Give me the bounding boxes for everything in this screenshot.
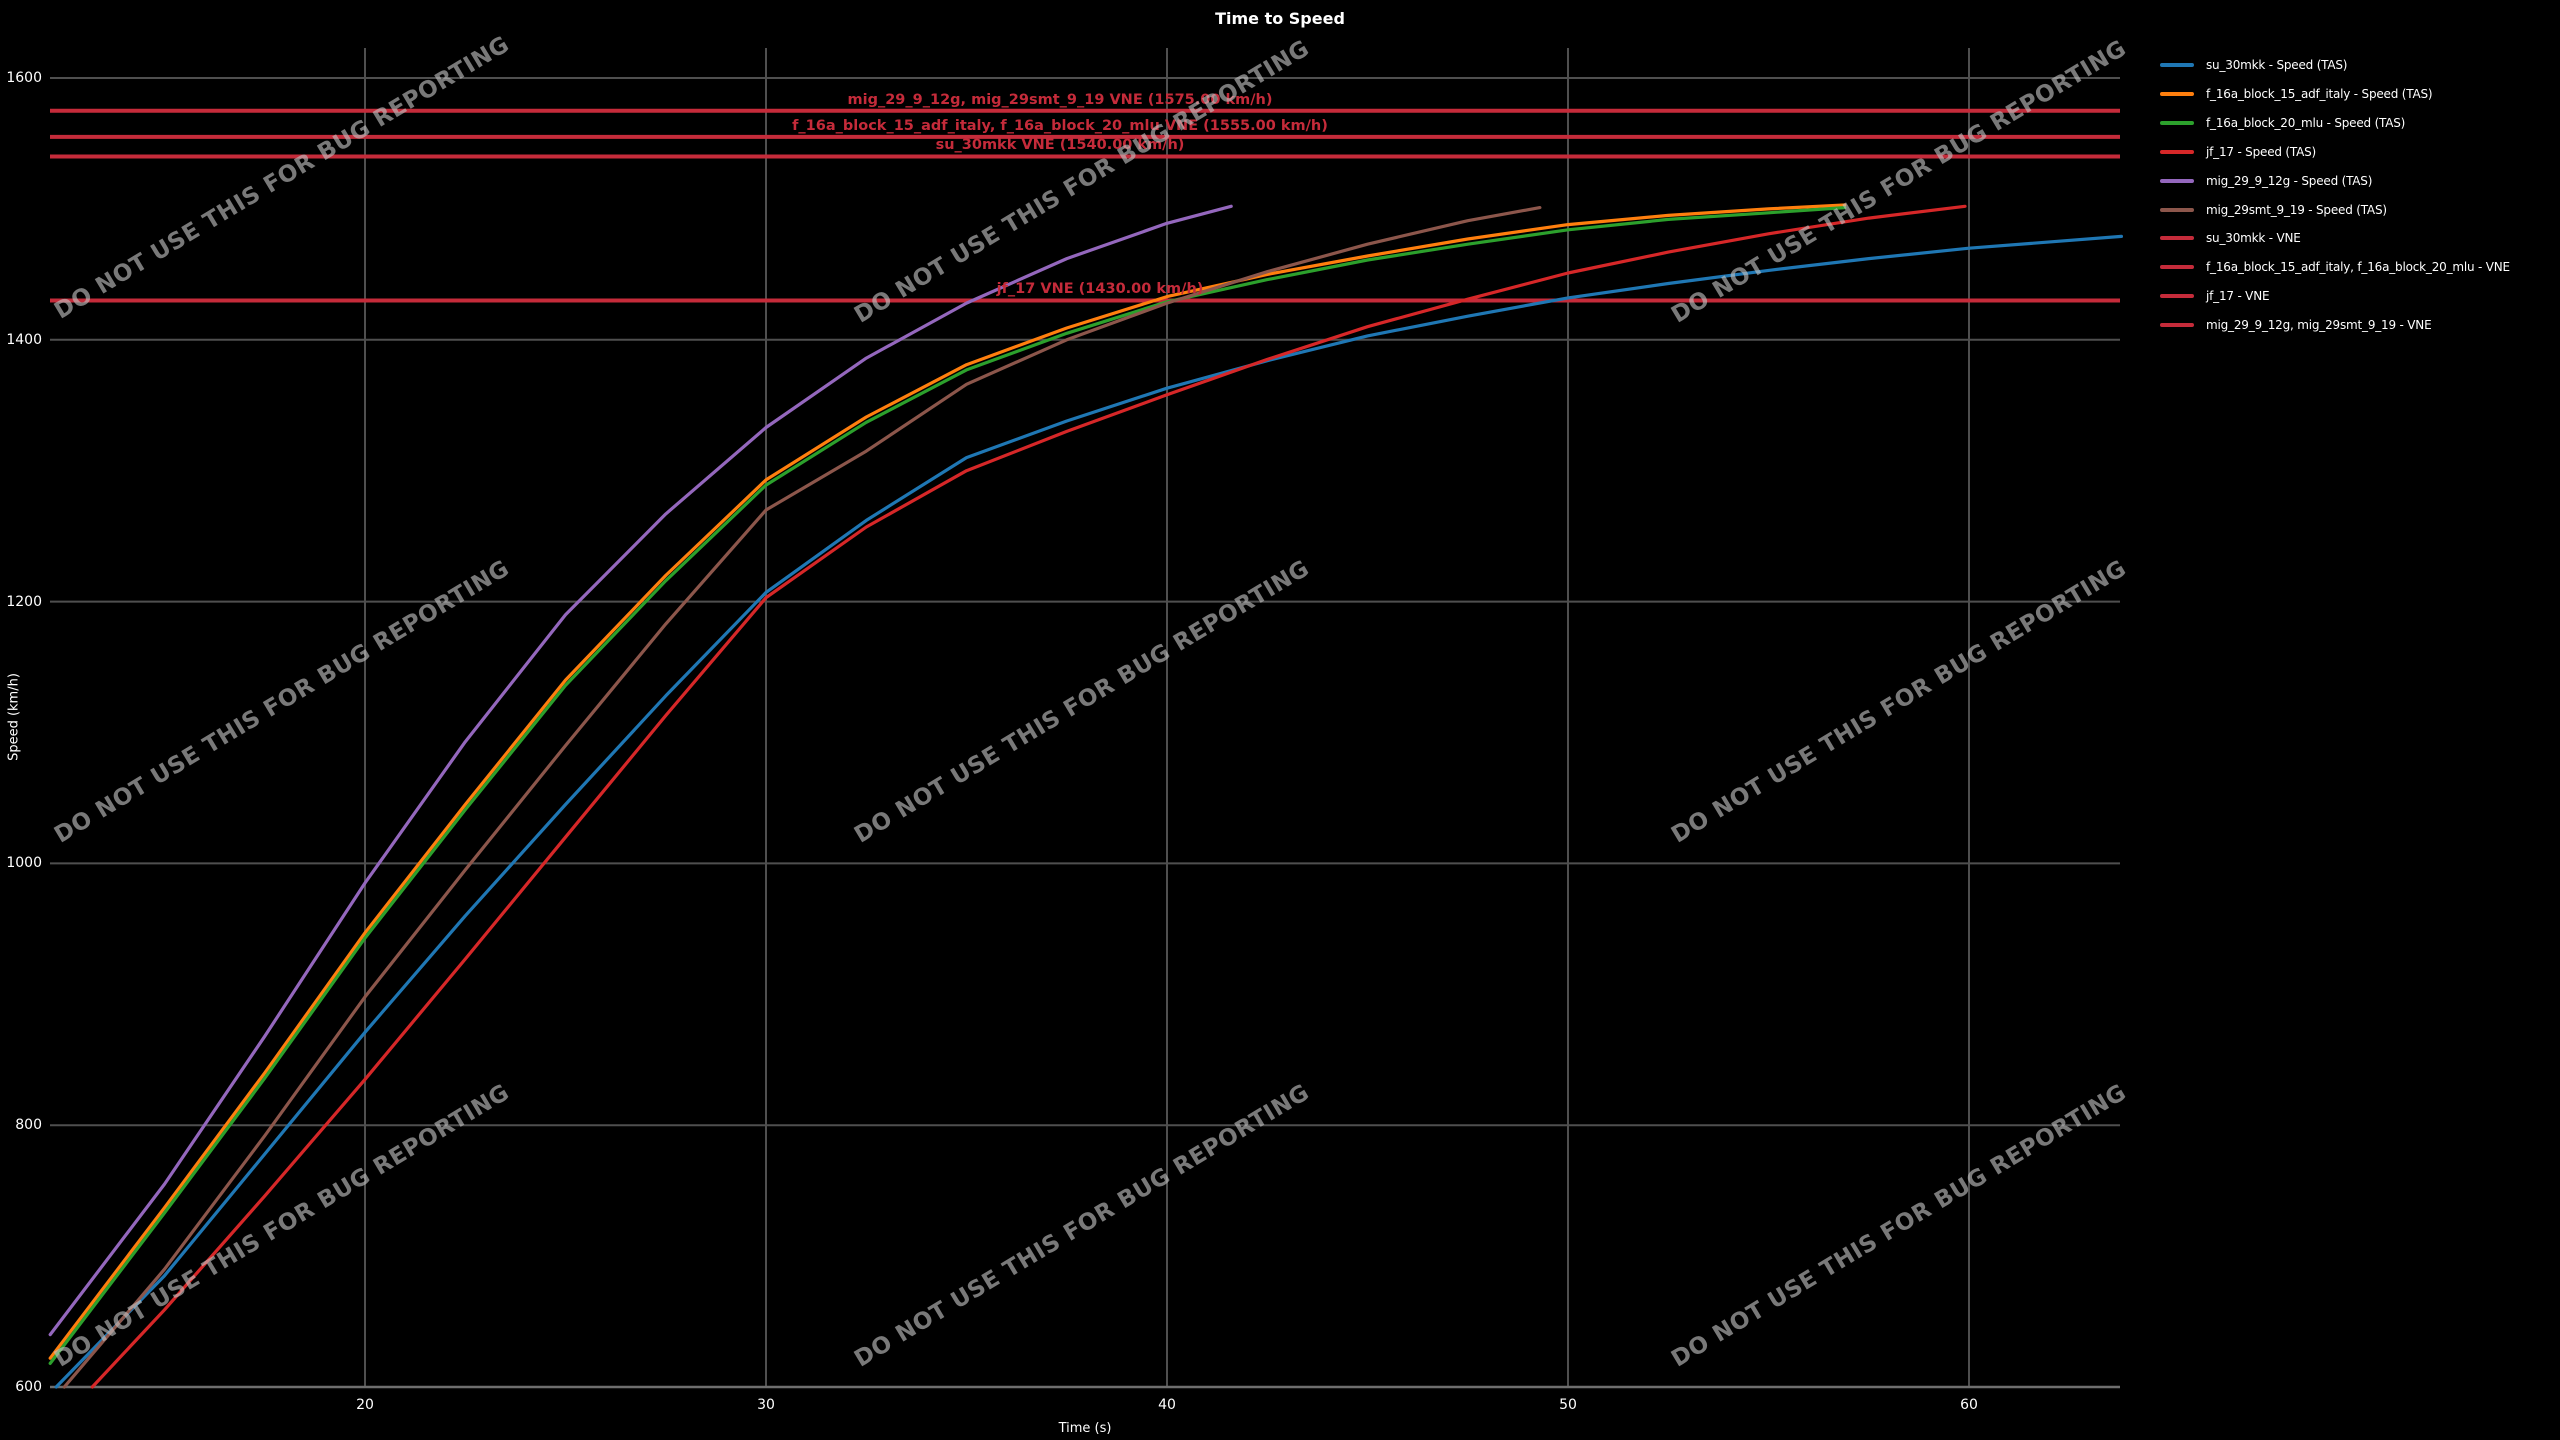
y-tick-800: 800 [15,1117,42,1133]
x-axis-label: Time (s) [1058,1421,1112,1436]
legend-line-mig29-vne [2160,323,2194,327]
vne-label-f16: f_16a_block_15_adf_italy, f_16a_block_20… [792,118,1328,134]
curve-f_16a_block_15_adf_italy [48,203,1847,1360]
y-tick-1600: 1600 [6,70,42,86]
y-axis-label: Speed (km/h) [6,673,22,761]
legend-item: mig_29_9_12g, mig_29smt_9_19 - VNE [2160,317,2432,333]
legend-line-f16-mlu-speed [2160,120,2194,125]
y-tick-1000: 1000 [6,855,42,871]
legend-line-jf17-vne [2160,294,2194,299]
y-tick-1200: 1200 [6,594,42,610]
legend-item: f_16a_block_15_adf_italy - Speed (TAS) [2160,86,2433,102]
curve-su_30mkk [54,234,2123,1389]
y-tick-600: 600 [15,1379,42,1395]
legend-item: su_30mkk - Speed (TAS) [2160,57,2347,73]
x-tick-40: 40 [1158,1397,1176,1413]
legend-line-su30mkk-speed [2160,63,2194,67]
legend-item: f_16a_block_15_adf_italy, f_16a_block_20… [2160,259,2510,275]
curve-mig_29_9_12g [48,204,1233,1337]
legend-line-f16-adf-speed [2160,92,2194,96]
x-tick-20: 20 [356,1397,374,1413]
vne-label-mig29: mig_29_9_12g, mig_29smt_9_19 VNE (1575.0… [847,92,1273,108]
legend-item: mig_29_9_12g - Speed (TAS) [2160,173,2372,189]
vne-label-jf17: jf_17 VNE (1430.00 km/h) [996,281,1204,297]
legend-line-mig29smt-speed [2160,207,2194,212]
x-tick-50: 50 [1559,1397,1577,1413]
legend-item: f_16a_block_20_mlu - Speed (TAS) [2160,115,2405,131]
curve-f_16a_block_20_mlu [48,206,1847,1366]
legend-line-mig29-12g-speed [2160,178,2194,183]
legend-line-jf17-speed [2160,149,2194,154]
legend-line-f16-vne [2160,265,2194,270]
x-tick-60: 60 [1960,1397,1978,1413]
y-tick-1400: 1400 [6,332,42,348]
curve-jf_17 [90,204,1967,1389]
x-tick-30: 30 [757,1397,775,1413]
vne-label-su30mkk: su_30mkk VNE (1540.00 km/h) [935,137,1185,153]
legend-item: su_30mkk - VNE [2160,230,2301,246]
chart-title: Time to Speed [1215,9,1345,28]
legend-line-su30mkk-vne [2160,236,2194,241]
legend-item: mig_29smt_9_19 - Speed (TAS) [2160,202,2387,218]
curve-mig_29smt_9_19 [62,206,1542,1389]
legend-item: jf_17 - Speed (TAS) [2160,144,2316,160]
legend-item: jf_17 - VNE [2160,288,2270,304]
